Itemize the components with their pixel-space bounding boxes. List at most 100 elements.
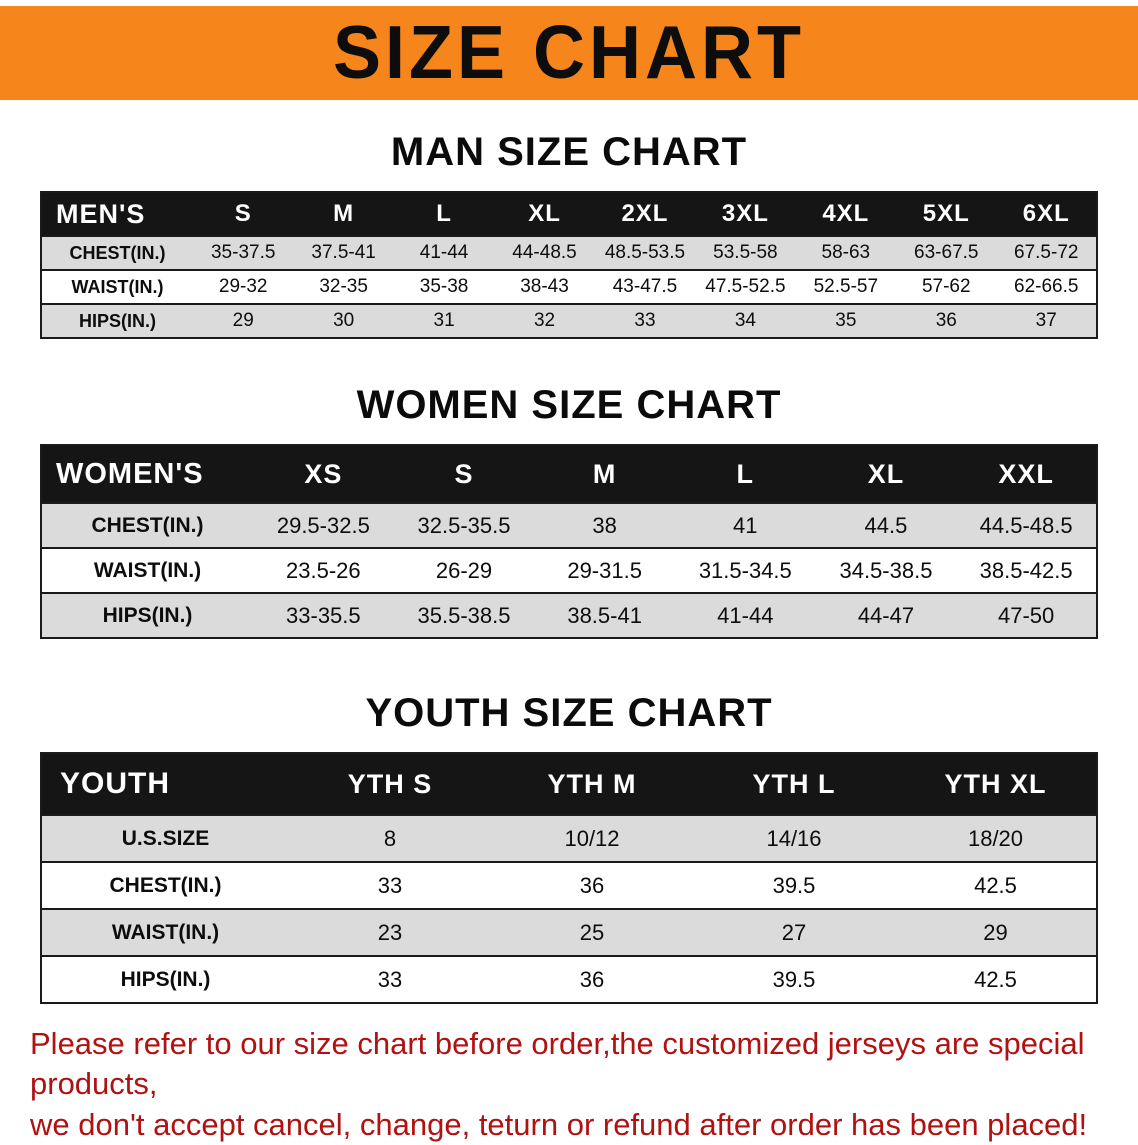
- size-cell: 18/20: [967, 825, 1024, 851]
- size-cell: 38: [592, 512, 617, 538]
- youth-waist-row: WAIST(IN.) 23 25 27 29: [41, 909, 1097, 956]
- size-cell: 62-66.5: [1014, 276, 1079, 297]
- row-label: WAIST(IN.): [71, 276, 164, 297]
- section-men: MAN SIZE CHART MEN'S S M L XL 2XL 3XL 4X…: [0, 130, 1138, 339]
- size-cell: 47.5-52.5: [705, 276, 786, 297]
- header-cell: 2XL: [621, 200, 669, 227]
- size-cell: 44.5: [864, 512, 908, 538]
- header-cell: 4XL: [822, 200, 870, 227]
- header-cell: S: [234, 200, 252, 227]
- row-label: CHEST(IN.): [91, 513, 204, 537]
- size-cell: 32.5-35.5: [417, 512, 511, 538]
- row-label: WAIST(IN.): [93, 558, 202, 582]
- header-cell: XS: [304, 458, 343, 489]
- size-cell: 33-35.5: [286, 602, 361, 628]
- size-cell: 33: [634, 310, 656, 331]
- size-cell: 42.5: [974, 872, 1017, 898]
- men-waist-row: WAIST(IN.) 29-32 32-35 35-38 38-43 43-47…: [41, 270, 1097, 304]
- size-cell: 35-38: [419, 276, 469, 297]
- note-line-1: Please refer to our size chart before or…: [30, 1026, 1085, 1101]
- size-cell: 29-31.5: [567, 557, 642, 583]
- size-cell: 29-32: [218, 276, 268, 297]
- women-header-row: WOMEN'S XS S M L XL XXL: [41, 445, 1097, 503]
- size-cell: 44-48.5: [512, 242, 577, 263]
- size-cell: 8: [383, 825, 397, 851]
- men-header-row: MEN'S S M L XL 2XL 3XL 4XL 5XL 6XL: [41, 192, 1097, 236]
- header-cell: S: [454, 458, 474, 489]
- size-cell: 67.5-72: [1014, 242, 1079, 263]
- size-cell: 41-44: [419, 242, 469, 263]
- size-cell: 25: [579, 919, 605, 945]
- header-cell: L: [436, 200, 452, 227]
- size-cell: 44.5-48.5: [979, 512, 1073, 538]
- youth-size-table: YOUTH YTH S YTH M YTH L YTH XL U.S.SIZE …: [40, 752, 1098, 1004]
- row-label: HIPS(IN.): [120, 967, 211, 991]
- header-cell: M: [592, 458, 617, 489]
- size-cell: 29: [232, 310, 254, 331]
- size-cell: 41: [733, 512, 758, 538]
- page-title: SIZE CHART: [333, 11, 805, 96]
- size-cell: 39.5: [772, 872, 816, 898]
- size-cell: 43-47.5: [612, 276, 678, 297]
- row-label: U.S.SIZE: [121, 826, 210, 850]
- men-chest-row: CHEST(IN.) 35-37.5 37.5-41 41-44 44-48.5…: [41, 236, 1097, 270]
- header-cell: YTH XL: [944, 768, 1047, 799]
- size-cell: 58-63: [821, 242, 871, 263]
- size-cell: 10/12: [564, 825, 620, 851]
- size-cell: 63-67.5: [914, 242, 979, 263]
- women-chest-row: CHEST(IN.) 29.5-32.5 32.5-35.5 38 41 44.…: [41, 503, 1097, 548]
- note-line-2: we don't accept cancel, change, teturn o…: [30, 1107, 1088, 1143]
- row-label: CHEST(IN.): [109, 873, 222, 897]
- size-cell: 38-43: [520, 276, 569, 297]
- women-heading: WOMEN SIZE CHART: [356, 383, 782, 427]
- size-cell: 42.5: [974, 966, 1017, 992]
- size-cell: 33: [377, 966, 403, 992]
- size-cell: 36: [579, 872, 605, 898]
- size-cell: 35: [835, 310, 857, 331]
- youth-table-title: YOUTH: [60, 767, 170, 800]
- youth-header-row: YOUTH YTH S YTH M YTH L YTH XL: [41, 753, 1097, 815]
- size-cell: 23.5-26: [286, 557, 361, 583]
- size-cell: 33: [377, 872, 403, 898]
- women-hips-row: HIPS(IN.) 33-35.5 35.5-38.5 38.5-41 41-4…: [41, 593, 1097, 638]
- row-label: CHEST(IN.): [69, 242, 166, 263]
- size-cell: 34: [734, 310, 756, 331]
- row-label: WAIST(IN.): [111, 920, 220, 944]
- size-cell: 30: [333, 310, 355, 331]
- men-heading: MAN SIZE CHART: [390, 130, 748, 174]
- header-cell: XL: [528, 200, 561, 227]
- size-cell: 37: [1035, 310, 1057, 331]
- size-cell: 48.5-53.5: [604, 242, 686, 263]
- header-cell: XXL: [998, 458, 1054, 489]
- size-cell: 44-47: [857, 602, 915, 628]
- size-cell: 53.5-58: [713, 242, 778, 263]
- header-cell: M: [333, 200, 355, 227]
- section-women: WOMEN SIZE CHART WOMEN'S XS S M L XL XXL…: [0, 383, 1138, 639]
- header-cell: 3XL: [721, 200, 769, 227]
- size-cell: 35.5-38.5: [417, 602, 511, 628]
- header-cell: L: [736, 458, 755, 489]
- size-cell: 41-44: [717, 602, 774, 628]
- men-hips-row: HIPS(IN.) 29 30 31 32 33 34 35 36 37: [41, 304, 1097, 338]
- size-cell: 39.5: [772, 966, 816, 992]
- header-cell: YTH S: [347, 768, 433, 799]
- size-cell: 29.5-32.5: [276, 512, 370, 538]
- row-label: HIPS(IN.): [102, 603, 193, 627]
- size-cell: 31: [433, 310, 455, 331]
- size-cell: 52.5-57: [813, 276, 879, 297]
- size-cell: 35-37.5: [210, 242, 276, 263]
- size-cell: 26-29: [435, 557, 493, 583]
- size-cell: 27: [781, 919, 807, 945]
- youth-chest-row: CHEST(IN.) 33 36 39.5 42.5: [41, 862, 1097, 909]
- size-cell: 32: [533, 310, 556, 331]
- youth-ussize-row: U.S.SIZE 8 10/12 14/16 18/20: [41, 815, 1097, 862]
- header-cell: YTH M: [547, 768, 637, 799]
- size-cell: 14/16: [766, 825, 822, 851]
- size-cell: 47-50: [998, 602, 1055, 628]
- header-cell: 6XL: [1022, 200, 1070, 227]
- size-chart-page: SIZE CHART MAN SIZE CHART MEN'S S M L XL…: [0, 6, 1138, 1145]
- size-cell: 31.5-34.5: [698, 557, 792, 583]
- men-table-title: MEN'S: [56, 198, 146, 229]
- women-table-title: WOMEN'S: [56, 457, 204, 490]
- women-size-table: WOMEN'S XS S M L XL XXL CHEST(IN.) 29.5-…: [40, 444, 1098, 639]
